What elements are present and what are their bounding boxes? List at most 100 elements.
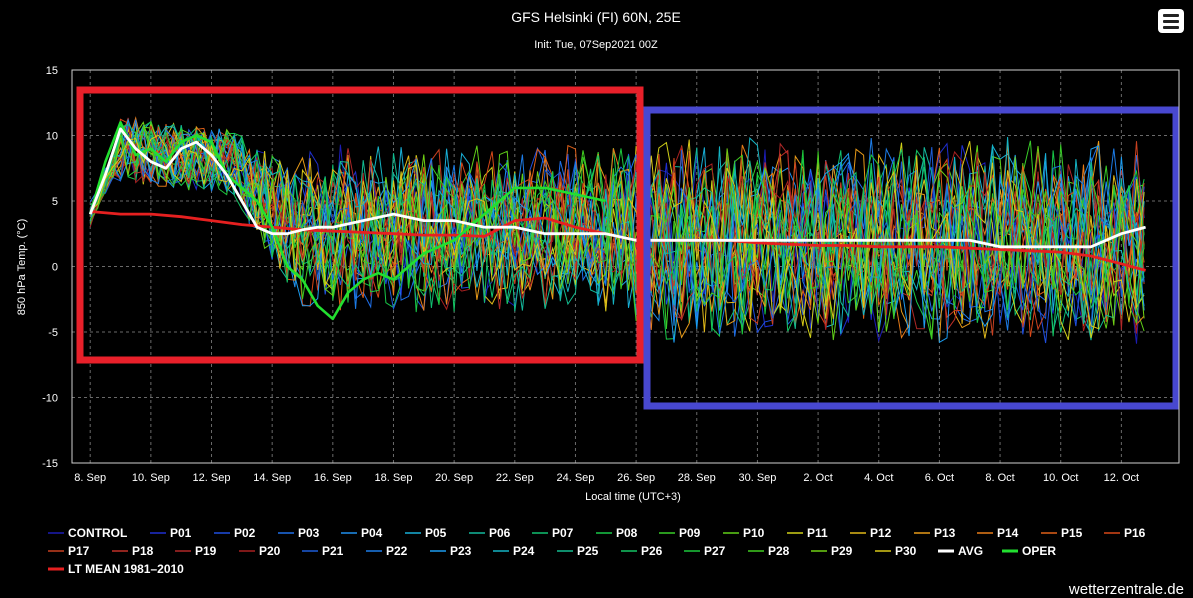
x-tick-label: 30. Sep xyxy=(738,472,776,484)
x-tick-label: 18. Sep xyxy=(375,472,413,484)
legend-item-p13[interactable]: P13 xyxy=(914,526,956,540)
legend-item-p19[interactable]: P19 xyxy=(175,544,217,558)
x-tick-label: 2. Oct xyxy=(803,472,832,484)
series-line-p30 xyxy=(89,134,1145,330)
chart-title: GFS Helsinki (FI) 60N, 25E xyxy=(511,9,681,25)
svg-text:P30: P30 xyxy=(895,544,917,558)
legend-item-p25[interactable]: P25 xyxy=(557,544,599,558)
legend-item-p17[interactable]: P17 xyxy=(48,544,90,558)
legend-item-p16[interactable]: P16 xyxy=(1104,526,1146,540)
x-tick-label: 28. Sep xyxy=(678,472,716,484)
x-tick-label: 12. Oct xyxy=(1104,472,1139,484)
svg-text:P21: P21 xyxy=(322,544,344,558)
x-tick-label: 8. Oct xyxy=(985,472,1014,484)
y-axis-label: 850 hPa Temp. (°C) xyxy=(16,219,28,316)
legend-item-p10[interactable]: P10 xyxy=(723,526,765,540)
svg-text:P02: P02 xyxy=(234,526,256,540)
legend-item-p24[interactable]: P24 xyxy=(493,544,535,558)
y-tick-label: 5 xyxy=(52,196,58,208)
legend-item-p30[interactable]: P30 xyxy=(875,544,917,558)
ensemble-members xyxy=(89,116,1145,344)
legend-item-p11[interactable]: P11 xyxy=(787,526,828,540)
svg-text:P26: P26 xyxy=(641,544,663,558)
x-tick-label: 26. Sep xyxy=(617,472,655,484)
axes: -15 -10 -5 0 5 10 15 8. Sep 10. Sep 12. Sep 14. Se… xyxy=(42,65,1180,484)
legend-item-p01[interactable]: P01 xyxy=(150,526,192,540)
x-tick-label: 10. Oct xyxy=(1043,472,1078,484)
x-tick-label: 14. Sep xyxy=(253,472,291,484)
legend-item-p14[interactable]: P14 xyxy=(977,526,1019,540)
y-tick-label: 0 xyxy=(52,262,58,274)
svg-text:P17: P17 xyxy=(68,544,90,558)
legend-item-p07[interactable]: P07 xyxy=(532,526,574,540)
legend-item-p23[interactable]: P23 xyxy=(430,544,472,558)
series-line-p25 xyxy=(89,123,1145,332)
svg-text:P22: P22 xyxy=(386,544,408,558)
svg-text:P08: P08 xyxy=(616,526,638,540)
svg-text:P04: P04 xyxy=(361,526,383,540)
svg-text:P06: P06 xyxy=(489,526,511,540)
legend-item-avg[interactable]: AVG xyxy=(938,544,983,558)
legend-item-oper[interactable]: OPER xyxy=(1002,544,1056,558)
svg-text:P09: P09 xyxy=(679,526,701,540)
svg-text:P25: P25 xyxy=(577,544,599,558)
x-tick-label: 10. Sep xyxy=(132,472,170,484)
legend-item-p27[interactable]: P27 xyxy=(684,544,726,558)
svg-text:P20: P20 xyxy=(259,544,281,558)
main-lines xyxy=(88,121,1146,321)
svg-text:CONTROL: CONTROL xyxy=(68,526,127,540)
highlight-box xyxy=(76,86,644,364)
legend-item-p21[interactable]: P21 xyxy=(302,544,344,558)
svg-text:P19: P19 xyxy=(195,544,217,558)
series-line-oper xyxy=(88,121,607,321)
legend-item-control[interactable]: CONTROL xyxy=(48,526,127,540)
svg-text:AVG: AVG xyxy=(958,544,983,558)
svg-text:P27: P27 xyxy=(704,544,726,558)
legend-item-p15[interactable]: P15 xyxy=(1041,526,1083,540)
legend-item-p22[interactable]: P22 xyxy=(366,544,408,558)
svg-text:P24: P24 xyxy=(513,544,535,558)
hamburger-menu-icon[interactable] xyxy=(1158,9,1184,33)
legend-item-p20[interactable]: P20 xyxy=(239,544,281,558)
legend-item-p29[interactable]: P29 xyxy=(811,544,853,558)
legend-item-p04[interactable]: P04 xyxy=(341,526,383,540)
svg-text:OPER: OPER xyxy=(1022,544,1056,558)
y-tick-label: 15 xyxy=(46,65,58,77)
legend-item-p18[interactable]: P18 xyxy=(112,544,154,558)
plot-border xyxy=(71,69,1180,464)
x-tick-label: 6. Oct xyxy=(925,472,954,484)
svg-text:P12: P12 xyxy=(870,526,892,540)
svg-text:P23: P23 xyxy=(450,544,472,558)
legend: CONTROL P01 P02 P03 P04 P05 P06 P07 P08 P09 P10 P11… xyxy=(48,526,1146,576)
series-line-p29 xyxy=(89,121,1145,333)
legend-item-p02[interactable]: P02 xyxy=(214,526,256,540)
legend-item-p28[interactable]: P28 xyxy=(748,544,790,558)
legend-item-p08[interactable]: P08 xyxy=(596,526,638,540)
legend-item-p26[interactable]: P26 xyxy=(621,544,663,558)
legend-item-p05[interactable]: P05 xyxy=(405,526,447,540)
svg-text:P16: P16 xyxy=(1124,526,1146,540)
x-tick-label: 24. Sep xyxy=(556,472,594,484)
x-tick-label: 12. Sep xyxy=(193,472,231,484)
x-tick-label: 16. Sep xyxy=(314,472,352,484)
legend-item-p12[interactable]: P12 xyxy=(850,526,892,540)
series-line-p27 xyxy=(89,126,1145,335)
series-line-p26 xyxy=(89,124,1145,337)
svg-text:P13: P13 xyxy=(934,526,956,540)
legend-item-p06[interactable]: P06 xyxy=(469,526,511,540)
highlight-box xyxy=(643,106,1180,410)
highlight-boxes xyxy=(76,86,1180,410)
svg-text:P15: P15 xyxy=(1061,526,1083,540)
x-tick-label: 8. Sep xyxy=(74,472,106,484)
y-tick-label: -15 xyxy=(42,458,58,470)
legend-item-p09[interactable]: P09 xyxy=(659,526,701,540)
legend-item-lt-mean-1981-2010[interactable]: LT MEAN 1981–2010 xyxy=(48,562,184,576)
chart-subtitle: Init: Tue, 07Sep2021 00Z xyxy=(534,39,658,51)
legend-item-p03[interactable]: P03 xyxy=(278,526,320,540)
y-tick-label: -10 xyxy=(42,393,58,405)
svg-text:P07: P07 xyxy=(552,526,574,540)
svg-text:P14: P14 xyxy=(997,526,1019,540)
y-tick-label: -5 xyxy=(48,327,58,339)
y-tick-label: 10 xyxy=(46,131,58,143)
